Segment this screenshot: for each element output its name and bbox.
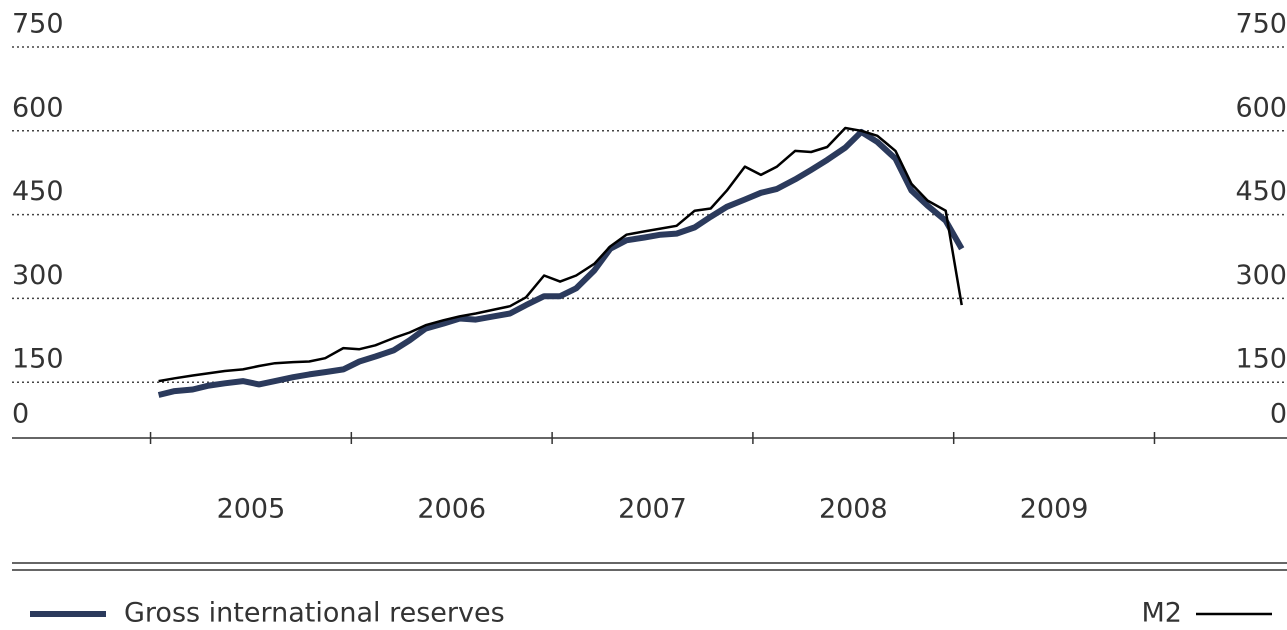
y2-tick-label: 450 bbox=[1235, 176, 1287, 207]
y-tick-label: 300 bbox=[12, 260, 64, 291]
y2-tick-label: 750 bbox=[1235, 9, 1287, 40]
y-tick-label: 150 bbox=[12, 344, 64, 375]
y-tick-label: 0 bbox=[12, 399, 29, 430]
y-tick-label: 750 bbox=[12, 9, 64, 40]
legend-label: M2 bbox=[1142, 598, 1182, 629]
series-line bbox=[157, 128, 965, 398]
series-line bbox=[158, 126, 963, 383]
x-tick-label: 2006 bbox=[417, 494, 486, 525]
y2-tick-label: 150 bbox=[1235, 344, 1287, 375]
x-tick-label: 2009 bbox=[1020, 494, 1089, 525]
x-tick-label: 2005 bbox=[217, 494, 286, 525]
x-tick-label: 2008 bbox=[819, 494, 888, 525]
y2-tick-label: 0 bbox=[1270, 399, 1287, 430]
legend-label: Gross international reserves bbox=[124, 598, 505, 629]
y2-tick-label: 300 bbox=[1235, 260, 1287, 291]
y-tick-label: 450 bbox=[12, 176, 64, 207]
y-tick-label: 600 bbox=[12, 92, 64, 123]
y2-tick-label: 600 bbox=[1235, 92, 1287, 123]
x-tick-label: 2007 bbox=[618, 494, 687, 525]
